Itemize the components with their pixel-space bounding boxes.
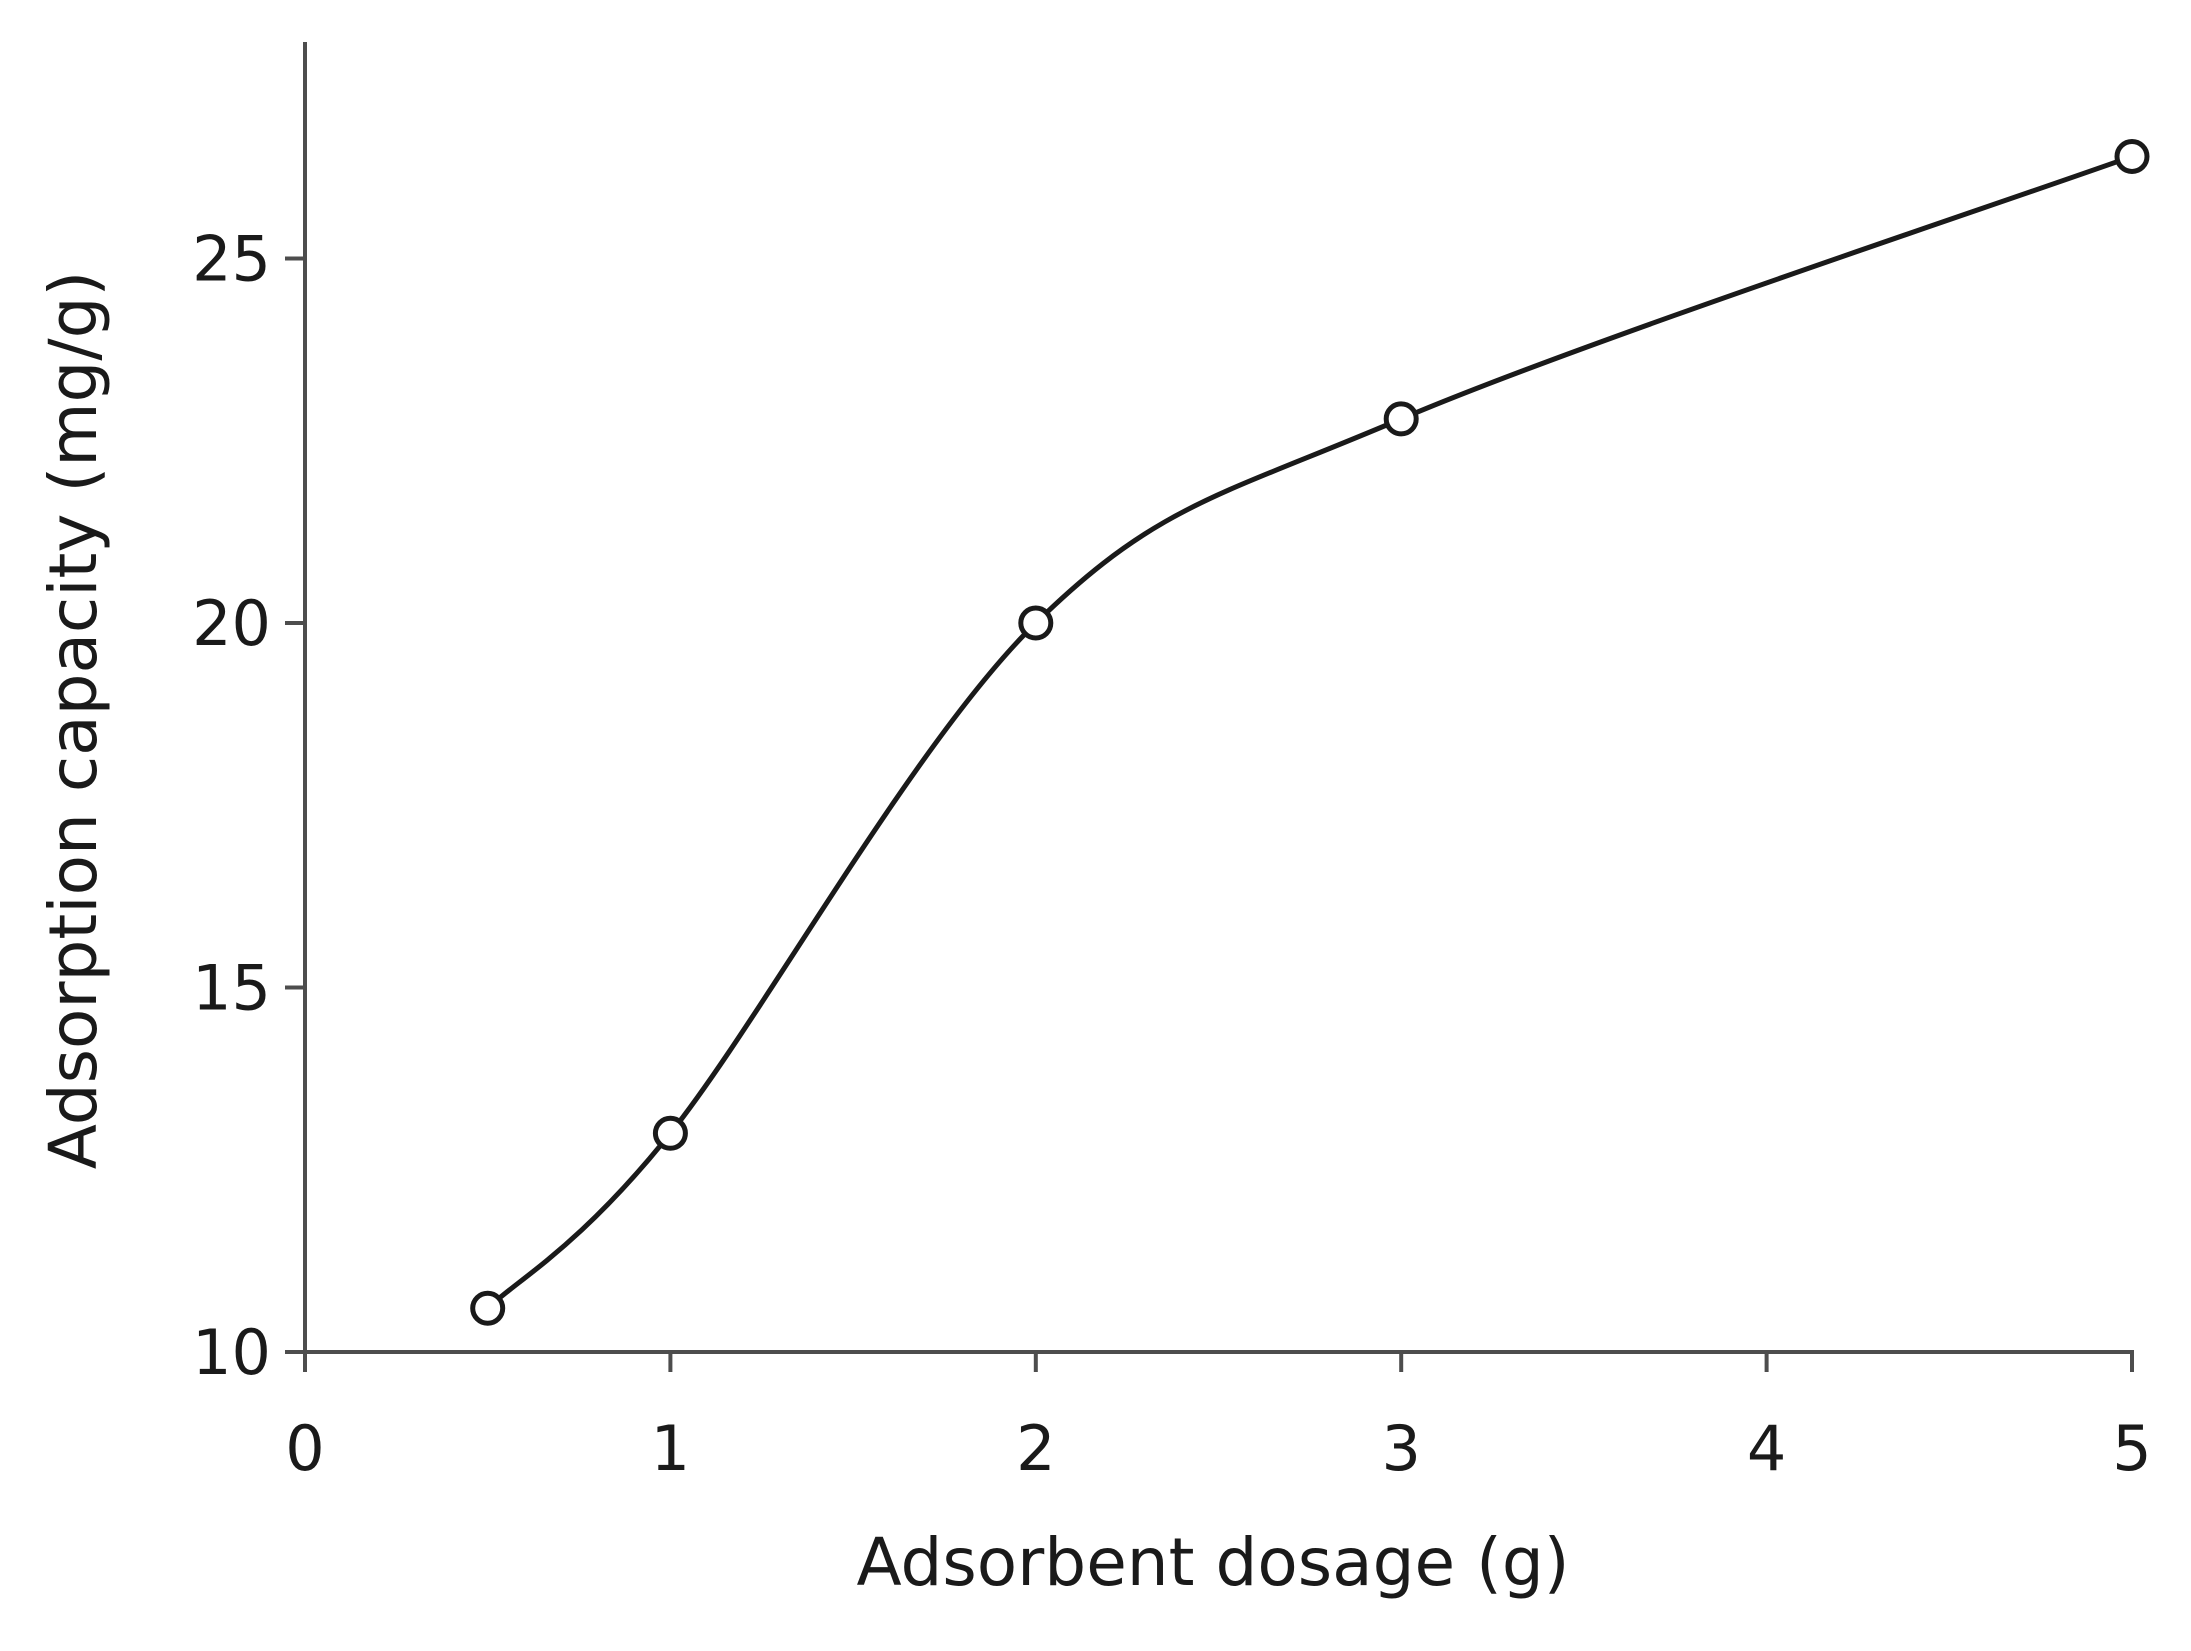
y-tick-label: 25 [192, 223, 271, 296]
series-points-layer [470, 138, 2150, 1326]
x-tick-label: 5 [2112, 1412, 2151, 1485]
data-point [2114, 138, 2150, 174]
x-tick-label: 0 [285, 1412, 324, 1485]
series-line [485, 154, 2133, 1311]
x-tick-label: 2 [1016, 1412, 1055, 1485]
series-curve-layer [485, 154, 2133, 1311]
data-point [1383, 401, 1419, 437]
y-tick-label: 10 [192, 1316, 271, 1389]
x-tick-label: 3 [1381, 1412, 1420, 1485]
y-axis-title: Adsorption capacity (mg/g) [35, 271, 112, 1170]
x-axis-title: Adsorbent dosage (g) [857, 1524, 1570, 1601]
x-tick-label: 4 [1747, 1412, 1786, 1485]
data-point [1018, 605, 1054, 641]
axes: 10 15 20 25 0 1 2 3 4 5 [192, 42, 2152, 1485]
data-point [470, 1290, 506, 1326]
data-point [652, 1115, 688, 1151]
y-tick-label: 20 [192, 587, 271, 660]
x-tick-label: 1 [651, 1412, 690, 1485]
y-tick-label: 15 [192, 952, 271, 1025]
